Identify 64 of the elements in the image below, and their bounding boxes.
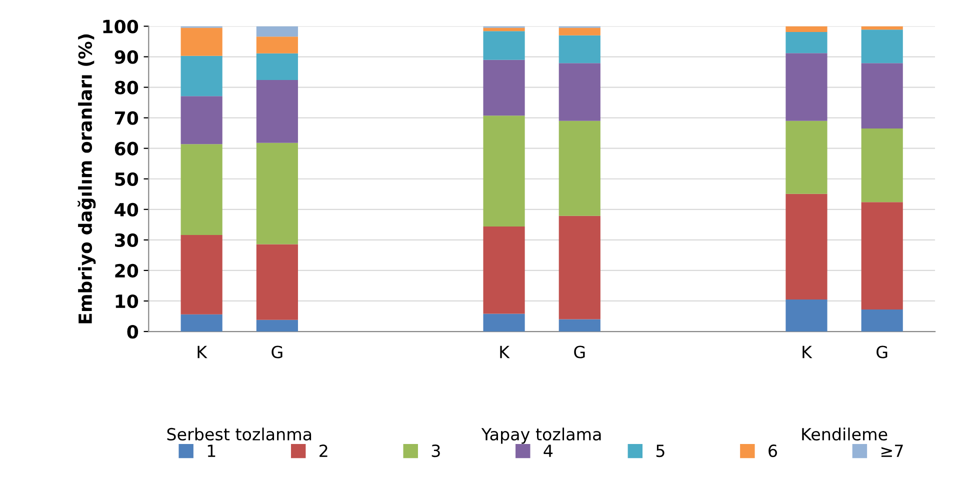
bar [786, 299, 828, 332]
bar [861, 310, 903, 332]
bar [256, 26, 298, 37]
bar [483, 226, 525, 314]
legend-label: 5 [656, 444, 664, 458]
bar [256, 80, 298, 143]
y-tick-label: 10 [116, 294, 138, 308]
bar [786, 32, 828, 54]
legend-label: 1 [208, 444, 216, 457]
bar [861, 30, 903, 64]
y-tick-label: 90 [114, 50, 138, 64]
bar [256, 320, 298, 332]
bar [861, 202, 903, 310]
x-tick-label: G [272, 346, 282, 358]
bar [558, 63, 600, 121]
bar [180, 96, 222, 144]
y-tick-label: 0 [127, 324, 138, 339]
bar [558, 216, 600, 320]
bar [558, 35, 600, 64]
bar [483, 116, 525, 226]
y-tick-label: 20 [115, 264, 138, 278]
bar [180, 314, 222, 332]
bar [483, 314, 525, 332]
bar [256, 244, 298, 320]
bar [256, 36, 298, 54]
y-tick-label: 60 [114, 142, 138, 156]
bar [180, 144, 222, 236]
y-tick-label: 50 [115, 172, 138, 186]
x-tick-label: K [500, 346, 510, 358]
bar [558, 319, 600, 332]
text: Serbest tozlanma [167, 428, 312, 441]
bar [180, 28, 222, 56]
bar [786, 26, 828, 32]
bar [786, 194, 828, 300]
legend-label: ≥7 [881, 444, 903, 457]
bar [483, 31, 525, 60]
bar [180, 56, 222, 96]
bar [861, 63, 903, 129]
y-axis-title: Embriyo dağılım oranları (%) [78, 34, 96, 324]
y-tick-label: 80 [114, 80, 138, 94]
text: Yapay tozlama [481, 428, 601, 444]
legend-label: 6 [768, 444, 777, 458]
y-tick-label: 40 [114, 202, 138, 217]
bar [483, 28, 525, 32]
bar [483, 60, 525, 116]
legend-label: 4 [544, 444, 553, 457]
y-tick-label: 70 [115, 111, 138, 125]
bar [786, 120, 828, 194]
x-tick-label: K [198, 346, 208, 358]
bar [256, 142, 298, 244]
legend-label: 2 [320, 444, 328, 457]
y-tick-label: 100 [103, 20, 138, 34]
x-tick-label: G [574, 346, 585, 358]
text: Kendileme [802, 428, 888, 441]
y-tick-label: 30 [115, 233, 138, 248]
x-tick-label: G [876, 346, 888, 358]
bar [180, 235, 222, 314]
bar [558, 120, 600, 216]
bar [558, 28, 600, 36]
legend-label: 3 [432, 444, 440, 458]
x-tick-label: K [802, 346, 812, 358]
bar [861, 128, 903, 202]
bar [786, 53, 828, 121]
bar [256, 53, 298, 80]
